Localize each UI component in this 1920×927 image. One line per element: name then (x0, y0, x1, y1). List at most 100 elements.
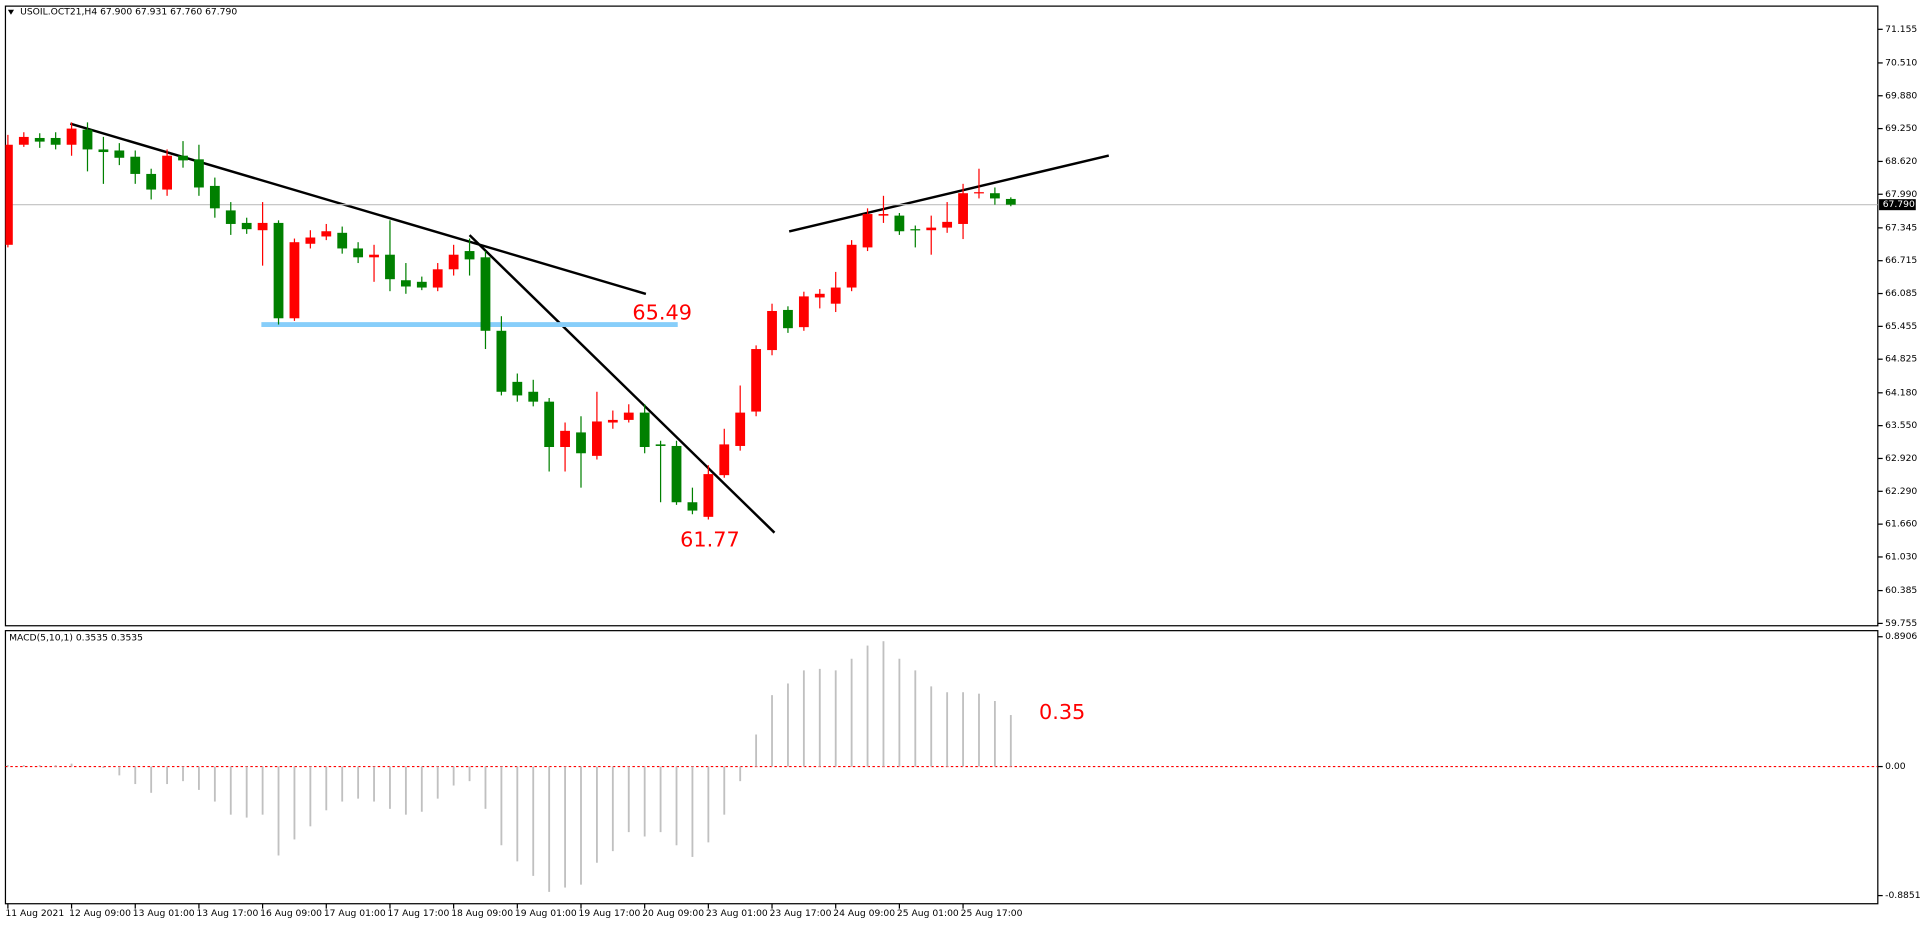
y-tick-label: -0.8851 (1885, 890, 1920, 901)
candle-body (926, 227, 937, 231)
macd-title: MACD(5,10,1) 0.3535 0.3535 (9, 633, 143, 644)
candle-body (305, 237, 316, 244)
y-tick-label: 69.880 (1885, 90, 1917, 101)
candle-body (353, 248, 364, 258)
candle-body (5, 144, 13, 245)
y-tick-label: 70.510 (1885, 57, 1917, 68)
candle-body (798, 296, 809, 328)
price-pane (4, 5, 1879, 627)
x-tick-label: 20 Aug 09:00 (642, 908, 704, 919)
candle-body (400, 280, 411, 287)
candle-body (576, 432, 586, 454)
candle-body (50, 137, 61, 145)
x-tick-label: 17 Aug 17:00 (388, 908, 450, 919)
x-tick-label: 23 Aug 17:00 (770, 908, 832, 919)
y-tick-label: 67.990 (1885, 189, 1917, 200)
candle-body (814, 293, 825, 298)
candle-body (942, 221, 953, 228)
y-tick-label: 60.385 (1885, 585, 1917, 596)
candle-body (878, 214, 889, 216)
candle-body (719, 444, 730, 476)
y-tick-label: 61.030 (1885, 551, 1917, 562)
y-tick-label: 68.620 (1885, 156, 1917, 167)
y-tick-label: 66.085 (1885, 288, 1917, 299)
candle-body (639, 412, 650, 448)
candle-body (846, 244, 857, 288)
candle-body (703, 474, 714, 517)
y-tick-label: 67.345 (1885, 222, 1917, 233)
candle-body (862, 214, 873, 248)
level-label: 65.49 (632, 301, 692, 325)
candle-body (369, 254, 379, 258)
candle-body (98, 149, 109, 153)
candle-body (66, 128, 77, 145)
candle-body (783, 309, 793, 329)
y-tick-label: 62.290 (1885, 486, 1917, 497)
x-tick-label: 19 Aug 17:00 (579, 908, 641, 919)
candle-body (432, 269, 443, 288)
x-tick-label: 24 Aug 09:00 (833, 908, 895, 919)
candle-body (671, 445, 682, 503)
candle-body (321, 231, 332, 237)
x-tick-label: 13 Aug 17:00 (196, 908, 258, 919)
y-tick-label: 61.660 (1885, 519, 1917, 530)
y-tick-label: 63.550 (1885, 420, 1917, 431)
x-tick-label: 13 Aug 01:00 (133, 908, 195, 919)
candle-body (18, 136, 29, 145)
candle-body (958, 193, 968, 224)
y-tick-label: 0.00 (1885, 761, 1906, 772)
x-tick-label: 23 Aug 01:00 (706, 908, 768, 919)
y-tick-label: 69.250 (1885, 123, 1917, 134)
candle-body (464, 251, 475, 260)
x-tick-label: 19 Aug 01:00 (515, 908, 577, 919)
x-tick-label: 17 Aug 01:00 (324, 908, 386, 919)
candle-body (273, 222, 284, 319)
candle-body (990, 193, 1000, 199)
y-tick-label: 71.155 (1885, 24, 1917, 35)
candle-body (735, 412, 746, 446)
chart-title: USOIL.OCT21,H4 67.900 67.931 67.760 67.7… (20, 7, 237, 18)
candle-body (257, 222, 268, 231)
x-tick-label: 12 Aug 09:00 (69, 908, 131, 919)
candle-body (178, 155, 188, 161)
candle-body (560, 430, 570, 448)
candle-body (512, 381, 523, 396)
candle-body (209, 185, 220, 209)
candle-body (496, 330, 507, 392)
candle-body (655, 444, 666, 446)
current-price-box (1879, 199, 1916, 211)
candle-body (544, 401, 555, 448)
candle-body (146, 173, 157, 190)
candle-body (225, 210, 236, 224)
x-tick-label: 16 Aug 09:00 (260, 908, 322, 919)
candle-body (910, 229, 921, 231)
candle-body (751, 349, 762, 412)
candle-body (1005, 198, 1016, 205)
candle-body (194, 159, 204, 188)
candle-body (607, 419, 618, 423)
y-tick-label: 0.8906 (1885, 631, 1917, 642)
candle-body (130, 156, 141, 174)
candle-body (114, 150, 125, 158)
candle-body (448, 254, 459, 270)
candle-body (974, 192, 984, 194)
y-tick-label: 66.715 (1885, 255, 1917, 266)
candle-body (385, 254, 395, 280)
candle-body (623, 412, 634, 420)
candle-body (289, 242, 300, 319)
candle-body (241, 222, 252, 230)
menu-triangle (7, 9, 15, 15)
trend-line (70, 122, 647, 296)
candle-body (528, 391, 539, 402)
macd-pane (4, 630, 1879, 905)
macd-plot (5, 641, 1878, 892)
x-tick-label: 18 Aug 09:00 (451, 908, 513, 919)
candle-body (767, 310, 777, 351)
x-tick-label: 11 Aug 2021 (5, 908, 64, 919)
candle-body (687, 502, 698, 511)
price-plot (5, 122, 1878, 534)
y-tick-label: 64.825 (1885, 354, 1917, 365)
macd-annotation: 0.35 (1039, 700, 1085, 724)
